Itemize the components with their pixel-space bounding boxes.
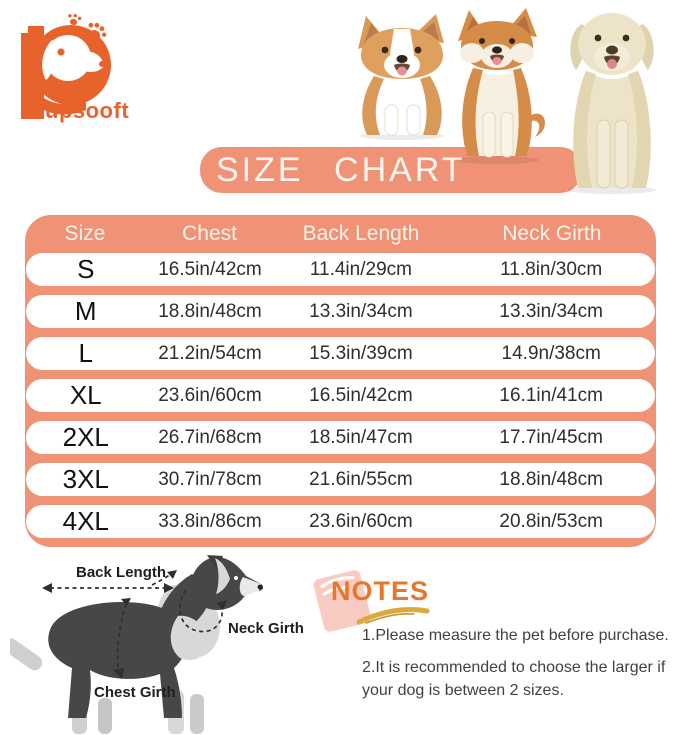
column-header-size: Size [64, 222, 106, 245]
back-length-value: 23.6in/60cm [309, 510, 413, 532]
pencil-swoosh-icon [356, 607, 430, 625]
chest-value: 21.2in/54cm [158, 342, 262, 364]
neck-girth-value: 18.8in/48cm [499, 468, 603, 490]
back-length-value: 13.3in/34cm [309, 300, 413, 322]
dog-p-logo-icon [18, 13, 111, 119]
table-row: 2XL 26.7in/68cm 18.5in/47cm 17.7in/45cm [26, 421, 655, 454]
neck-girth-value: 20.8in/53cm [499, 510, 603, 532]
brand-name: upsooft [45, 98, 130, 123]
table-row: 4XL 33.8in/86cm 23.6in/60cm 20.8in/53cm [26, 505, 655, 538]
column-header-back-length: Back Length [302, 222, 420, 245]
column-header-chest: Chest [182, 222, 237, 245]
chest-value: 18.8in/48cm [158, 300, 262, 322]
size-value: XL [69, 380, 102, 410]
size-value: 3XL [62, 464, 109, 494]
chest-value: 30.7in/78cm [158, 468, 262, 490]
neck-girth-value: 13.3in/34cm [499, 300, 603, 322]
corgi-photo [358, 14, 444, 140]
chest-value: 33.8in/86cm [158, 510, 262, 532]
table-row: 3XL 30.7in/78cm 21.6in/55cm 18.8in/48cm [26, 463, 655, 496]
page-title: SIZE CHART [216, 150, 466, 189]
labrador-photo [568, 13, 656, 194]
size-table: Size Chest Back Length Neck Girth S 16.5… [25, 215, 656, 547]
back-length-value: 11.4in/29cm [309, 258, 412, 280]
table-header-row: Size Chest Back Length Neck Girth [25, 215, 656, 253]
table-row: S 16.5in/42cm 11.4in/29cm 11.8in/30cm [26, 253, 655, 286]
back-length-value: 18.5in/47cm [309, 426, 413, 448]
back-length-label: Back Length [76, 564, 167, 581]
size-value: M [74, 296, 97, 326]
neck-girth-value: 11.8in/30cm [500, 258, 603, 280]
brand-logo: upsooft [8, 6, 138, 134]
shiba-inu-photo [455, 8, 546, 164]
table-row: XL 23.6in/60cm 16.5in/42cm 16.1in/41cm [26, 379, 655, 412]
back-length-value: 15.3in/39cm [309, 342, 413, 364]
note-item: 1.Please measure the pet before purchase… [362, 627, 669, 644]
measurement-diagram: Back Length Neck Girth Chest Girth [10, 552, 320, 735]
back-length-value: 21.6in/55cm [309, 468, 413, 490]
note-item: 2.It is recommended to choose the larger… [362, 659, 666, 700]
border-collie-diagram-icon [10, 555, 264, 734]
table-row: M 18.8in/48cm 13.3in/34cm 13.3in/34cm [26, 295, 655, 328]
paw-print-small-icon [68, 13, 82, 25]
size-value: L [78, 338, 93, 368]
chest-value: 23.6in/60cm [158, 384, 262, 406]
neck-girth-value: 14.9n/38cm [501, 342, 601, 364]
neck-girth-value: 17.7in/45cm [499, 426, 603, 448]
notes-list: 1.Please measure the pet before purchase… [362, 624, 679, 712]
neck-girth-value: 16.1in/41cm [499, 384, 603, 406]
size-value: 4XL [62, 506, 109, 536]
table-row: L 21.2in/54cm 15.3in/39cm 14.9n/38cm [26, 337, 655, 370]
column-header-neck-girth: Neck Girth [502, 222, 602, 245]
chest-value: 16.5in/42cm [158, 258, 262, 280]
size-value: 2XL [62, 422, 109, 452]
chest-girth-label: Chest Girth [94, 684, 176, 701]
table-body: S 16.5in/42cm 11.4in/29cm 11.8in/30cm M … [25, 253, 656, 538]
sticky-note-icon [313, 570, 371, 632]
chest-value: 26.7in/68cm [158, 426, 262, 448]
back-length-value: 16.5in/42cm [309, 384, 413, 406]
notes-title: NOTES [331, 576, 430, 606]
neck-girth-label: Neck Girth [228, 620, 304, 637]
size-value: S [77, 254, 95, 284]
